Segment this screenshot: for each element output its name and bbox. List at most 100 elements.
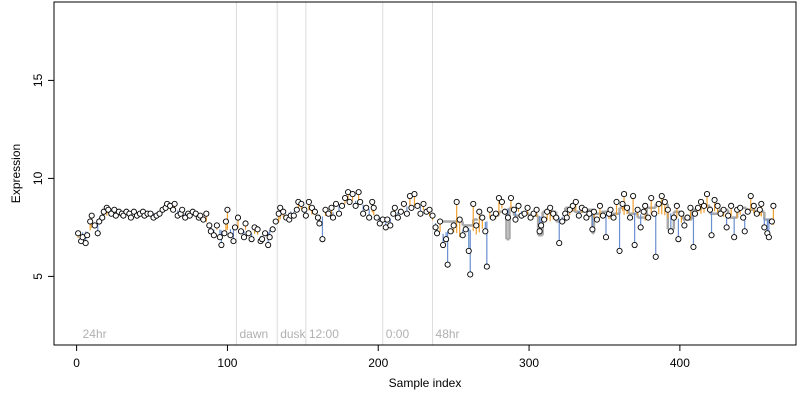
data-point-217	[655, 200, 662, 207]
data-point-223	[673, 202, 680, 209]
data-point-258	[768, 218, 775, 225]
data-point-57	[221, 230, 228, 237]
data-point-227	[684, 214, 691, 221]
data-point-250	[747, 192, 754, 200]
data-point-190	[583, 214, 590, 221]
data-point-85	[293, 206, 300, 213]
data-point-246	[737, 204, 744, 211]
y-axis: 5 10 15	[31, 73, 55, 280]
data-point-134	[426, 206, 433, 213]
data-point-147	[462, 226, 469, 233]
data-point-4	[84, 232, 91, 239]
data-point-80	[280, 208, 287, 215]
data-point-132	[420, 200, 427, 207]
data-point-67	[245, 230, 252, 237]
data-point-44	[186, 212, 193, 219]
data-point-222	[670, 214, 677, 221]
data-point-218	[658, 192, 665, 200]
data-point-16	[112, 212, 119, 219]
data-point-3	[82, 240, 89, 247]
data-point-23	[130, 208, 137, 215]
data-point-102	[339, 202, 346, 209]
data-point-89	[302, 212, 309, 219]
data-point-41	[179, 206, 186, 213]
plot-frame	[53, 1, 797, 346]
data-point-249	[744, 208, 751, 215]
data-point-139	[440, 241, 447, 249]
data-point-175	[541, 216, 548, 223]
data-point-239	[717, 210, 724, 217]
data-point-100	[332, 200, 340, 207]
data-point-149	[467, 271, 474, 278]
data-point-84	[290, 212, 297, 219]
data-point-177	[547, 204, 554, 211]
data-point-255	[761, 224, 768, 231]
data-point-200	[610, 214, 617, 221]
data-point-88	[301, 206, 308, 213]
data-point-54	[213, 222, 220, 229]
data-point-63	[234, 214, 242, 221]
data-point-61	[230, 238, 237, 245]
data-point-205	[624, 204, 631, 211]
data-point-99	[329, 214, 337, 221]
data-point-52	[207, 228, 214, 235]
data-point-150	[470, 200, 477, 207]
data-point-5	[87, 218, 94, 225]
data-point-226	[681, 222, 688, 229]
data-point-141	[444, 261, 451, 268]
data-point-32	[156, 210, 163, 217]
data-point-120	[387, 222, 394, 229]
annotation-label-0: 24hr	[83, 327, 107, 341]
annotation-label-1: dawn	[239, 327, 268, 341]
data-point-206	[627, 214, 634, 221]
data-point-207	[630, 192, 637, 200]
data-point-194	[593, 216, 600, 223]
data-point-125	[400, 200, 407, 207]
data-point-105	[346, 198, 353, 205]
data-point-38	[171, 200, 178, 207]
data-point-154	[482, 228, 489, 235]
data-point-65	[240, 234, 248, 241]
data-point-9	[96, 218, 103, 225]
data-point-6	[88, 212, 95, 219]
data-point-242	[725, 212, 732, 219]
data-point-122	[391, 204, 398, 211]
data-point-212	[642, 202, 649, 209]
data-point-128	[408, 204, 415, 211]
data-point-153	[479, 214, 486, 221]
data-point-252	[753, 210, 760, 217]
data-point-37	[170, 206, 177, 213]
data-point-176	[544, 208, 551, 215]
data-point-7	[91, 222, 98, 229]
data-point-164	[510, 206, 518, 213]
data-point-166	[515, 202, 522, 209]
data-point-155	[483, 263, 490, 270]
data-point-116	[376, 220, 383, 227]
data-point-123	[394, 214, 401, 221]
data-point-244	[731, 234, 738, 241]
data-point-97	[325, 210, 332, 217]
data-point-209	[634, 206, 641, 213]
data-point-121	[390, 210, 397, 217]
data-point-140	[443, 236, 450, 243]
data-point-202	[616, 247, 623, 254]
data-point-94	[316, 220, 323, 227]
data-point-225	[678, 210, 685, 217]
data-point-204	[621, 191, 628, 198]
data-point-169	[524, 204, 531, 211]
data-point-93	[314, 214, 321, 221]
data-point-151	[473, 222, 480, 229]
data-point-48	[197, 212, 204, 219]
time-annotations: 24hr dawn dusk 12:00 0:00 48hr	[83, 327, 460, 341]
data-points	[75, 189, 777, 278]
data-point-113	[369, 198, 376, 205]
data-point-197	[602, 234, 610, 241]
data-point-101	[335, 210, 343, 217]
data-point-77	[272, 218, 279, 225]
y-tick-label-2: 15	[31, 73, 45, 87]
data-point-180	[556, 240, 563, 247]
data-point-257	[765, 234, 772, 241]
data-point-232	[697, 198, 705, 205]
data-point-148	[465, 247, 472, 254]
